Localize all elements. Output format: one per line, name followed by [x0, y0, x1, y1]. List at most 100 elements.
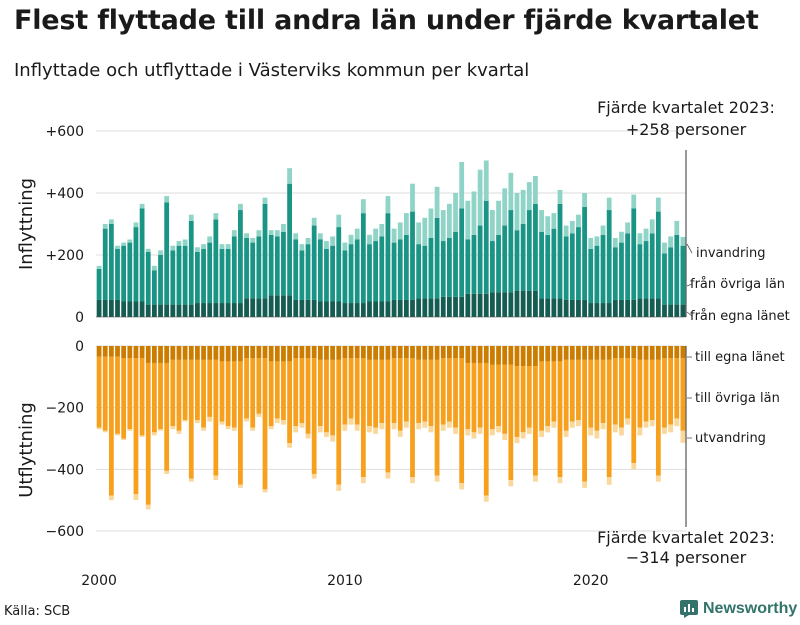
top-series-connector: [686, 243, 693, 254]
inflow-bar-own-county: [151, 304, 157, 317]
outflow-bar-emigration: [643, 421, 649, 428]
inflow-bar-other-counties: [188, 220, 194, 305]
outflow-bar-emigration: [496, 426, 501, 433]
outflow-bar-other-counties: [582, 359, 587, 482]
inflow-bar-immigration: [643, 228, 649, 242]
inflow-bar-own-county: [225, 303, 231, 317]
outflow-bar-other-counties: [379, 359, 385, 424]
outflow-bar-emigration: [428, 426, 434, 433]
inflow-bar-immigration: [662, 242, 667, 254]
outflow-bar-own-county: [446, 346, 452, 359]
outflow-bar-own-county: [127, 346, 133, 359]
outflow-bar-own-county: [324, 346, 329, 360]
inflow-bar-own-county: [108, 299, 114, 317]
outflow-bar-own-county: [170, 346, 176, 360]
inflow-bar-other-counties: [600, 234, 606, 304]
inflow-bar-immigration: [416, 222, 422, 245]
outflow-bar-other-counties: [440, 358, 446, 425]
outflow-bar-other-counties: [477, 362, 483, 428]
outflow-bar-emigration: [612, 424, 618, 433]
inflow-bar-own-county: [422, 298, 428, 317]
outflow-bar-own-county: [360, 346, 366, 359]
inflow-bar-other-counties: [471, 234, 477, 294]
outflow-bar-own-county: [311, 346, 317, 359]
inflow-bar-immigration: [428, 208, 434, 238]
outflow-bar-own-county: [649, 346, 655, 360]
inflow-bar-immigration: [496, 200, 501, 235]
inflow-bar-own-county: [514, 290, 520, 317]
outflow-bar-emigration: [539, 430, 544, 437]
outflow-bar-own-county: [317, 346, 323, 360]
outflow-bar-own-county: [416, 346, 422, 360]
outflow-bar-emigration: [490, 429, 495, 436]
outflow-bar-other-counties: [569, 359, 575, 422]
outflow-bar-own-county: [606, 346, 612, 360]
inflow-bar-own-county: [219, 303, 225, 317]
inflow-bar-other-counties: [637, 244, 643, 299]
outflow-bar-emigration: [545, 426, 551, 433]
inflow-bar-own-county: [662, 304, 667, 317]
outflow-bar-emigration: [637, 427, 643, 436]
outflow-bar-other-counties: [305, 358, 311, 434]
outflow-bar-emigration: [674, 418, 680, 427]
outflow-bar-own-county: [625, 346, 631, 359]
outflow-bar-emigration: [459, 483, 465, 490]
outflow-bar-emigration: [305, 433, 311, 439]
inflow-bar-immigration: [348, 234, 354, 245]
outflow-bar-own-county: [238, 346, 243, 362]
inflow-bar-own-county: [557, 298, 563, 317]
inflow-bar-other-counties: [576, 227, 581, 300]
inflow-bar-other-counties: [453, 231, 458, 297]
outflow-bar-other-counties: [446, 358, 452, 422]
outflow-bar-emigration: [213, 475, 219, 481]
bottom-y-tick-label: −400: [46, 462, 84, 478]
inflow-bar-own-county: [440, 296, 446, 317]
outflow-bar-emigration: [367, 426, 372, 433]
inflow-bar-other-counties: [508, 210, 514, 293]
inflow-bar-immigration: [139, 203, 145, 209]
inflow-bar-own-county: [594, 303, 600, 317]
outflow-bar-emigration: [594, 430, 600, 439]
outflow-bar-emigration: [526, 427, 532, 434]
inflow-bar-other-counties: [379, 236, 385, 302]
outflow-bar-emigration: [606, 477, 612, 485]
outflow-bar-emigration: [207, 416, 213, 422]
inflow-bar-own-county: [176, 304, 182, 317]
outflow-bar-own-county: [533, 346, 538, 367]
outflow-bar-other-counties: [662, 358, 667, 428]
inflow-bar-own-county: [612, 299, 618, 317]
outflow-bar-other-counties: [649, 359, 655, 421]
bottom-series-label: till övriga län: [695, 391, 780, 406]
outflow-bar-own-county: [588, 346, 594, 360]
inflow-bar-own-county: [317, 301, 323, 317]
outflow-bar-other-counties: [213, 359, 219, 476]
outflow-bar-own-county: [151, 346, 157, 363]
outflow-bar-other-counties: [195, 359, 200, 421]
outflow-bar-other-counties: [643, 359, 649, 422]
inflow-bar-own-county: [379, 301, 385, 317]
inflow-bar-other-counties: [225, 248, 231, 304]
inflow-bar-immigration: [231, 230, 237, 237]
inflow-bar-own-county: [428, 298, 434, 317]
outflow-bar-own-county: [508, 346, 514, 365]
inflow-bar-own-county: [115, 299, 120, 317]
outflow-bar-other-counties: [127, 358, 133, 430]
inflow-bar-immigration: [440, 210, 446, 242]
inflow-bar-immigration: [582, 193, 587, 207]
outflow-bar-own-county: [410, 346, 415, 359]
inflow-bar-immigration: [305, 237, 311, 245]
x-tick-label: 2020: [573, 573, 609, 589]
inflow-bar-own-county: [268, 295, 274, 317]
top-y-tick-label: 0: [75, 310, 84, 326]
x-tick-label: 2000: [81, 573, 117, 589]
inflow-bar-immigration: [182, 239, 188, 246]
outflow-bar-other-counties: [391, 358, 397, 424]
outflow-bar-own-county: [403, 346, 409, 359]
inflow-bar-own-county: [127, 301, 133, 317]
outflow-bar-emigration: [576, 420, 581, 427]
outflow-bar-emigration: [250, 427, 256, 431]
inflow-bar-own-county: [477, 293, 483, 317]
inflow-bar-own-county: [631, 299, 637, 317]
inflow-bar-immigration: [219, 244, 225, 249]
outflow-bar-emigration: [403, 421, 409, 428]
